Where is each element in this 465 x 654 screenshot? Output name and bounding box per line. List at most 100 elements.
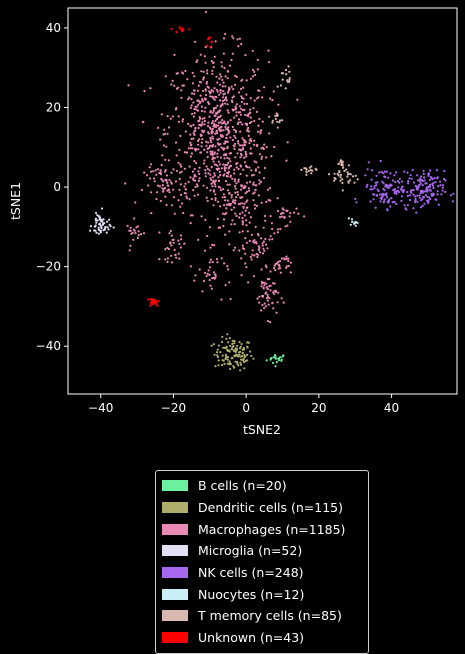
legend-label: NK cells (n=248)	[198, 565, 304, 581]
data-point-series-2	[272, 266, 276, 270]
data-point-series-4	[432, 181, 435, 184]
data-point-series-2	[247, 134, 250, 137]
data-point-series-2	[209, 150, 212, 153]
data-point-series-2	[268, 238, 271, 241]
data-point-series-6	[288, 80, 291, 83]
data-point-series-2	[213, 55, 216, 58]
data-point-series-1	[250, 354, 253, 358]
data-point-series-2	[200, 105, 203, 108]
data-point-series-2	[161, 187, 164, 190]
data-point-series-2	[209, 258, 212, 261]
data-point-series-2	[255, 110, 259, 113]
data-point-series-2	[253, 139, 256, 142]
data-point-series-2	[171, 115, 174, 118]
data-point-series-2	[196, 139, 200, 143]
data-point-series-1	[214, 365, 217, 368]
data-point-series-6	[288, 70, 291, 73]
data-point-series-2	[177, 239, 180, 242]
data-point-series-2	[197, 170, 200, 173]
data-point-series-2	[245, 224, 248, 227]
y-axis-ticks: −40 −20 0 20 40	[36, 21, 68, 353]
data-point-series-2	[242, 86, 245, 89]
data-point-series-2	[197, 148, 200, 151]
data-point-series-2	[194, 185, 197, 189]
data-point-series-2	[163, 170, 167, 173]
data-point-series-2	[249, 137, 252, 140]
data-point-series-2	[216, 200, 220, 203]
data-point-series-6	[353, 181, 356, 184]
data-point-series-2	[135, 226, 138, 229]
data-point-series-4	[418, 196, 421, 199]
data-point-series-2	[174, 141, 178, 144]
data-point-series-2	[248, 166, 251, 169]
data-point-series-2	[183, 167, 186, 170]
data-point-series-2	[189, 144, 193, 147]
data-point-series-2	[201, 121, 204, 124]
data-point-series-2	[161, 184, 164, 187]
data-point-series-7	[175, 30, 178, 34]
data-point-series-2	[165, 203, 168, 207]
data-point-series-2	[280, 215, 283, 218]
data-point-series-3	[99, 219, 102, 222]
data-point-series-2	[244, 237, 247, 240]
data-point-series-2	[234, 199, 237, 202]
data-point-series-2	[228, 281, 231, 284]
data-point-series-2	[194, 127, 197, 130]
data-point-series-2	[200, 141, 203, 144]
data-point-series-4	[405, 208, 408, 211]
data-point-series-2	[260, 147, 263, 150]
data-point-series-2	[164, 169, 167, 172]
data-point-series-2	[164, 195, 167, 198]
data-point-series-7	[181, 27, 184, 30]
data-point-series-2	[240, 154, 243, 157]
data-point-series-2	[228, 88, 231, 91]
data-point-series-2	[213, 172, 216, 175]
data-point-series-2	[193, 179, 197, 182]
data-point-series-2	[244, 252, 247, 255]
data-point-series-2	[250, 152, 253, 155]
data-point-series-2	[254, 189, 257, 192]
data-point-series-2	[244, 54, 247, 57]
data-point-series-2	[248, 142, 251, 145]
data-point-series-0	[281, 355, 284, 358]
data-point-series-2	[234, 74, 237, 77]
data-point-series-2	[219, 130, 222, 133]
data-point-series-4	[375, 174, 378, 177]
data-point-series-4	[382, 187, 385, 190]
data-point-series-4	[429, 197, 432, 201]
data-point-series-2	[211, 243, 214, 246]
data-point-series-2	[233, 246, 237, 249]
data-point-series-2	[242, 205, 245, 208]
y-tick-label: 0	[53, 180, 61, 194]
data-point-series-2	[245, 79, 248, 82]
data-point-series-4	[421, 189, 424, 192]
data-point-series-2	[258, 295, 261, 298]
data-point-series-4	[415, 185, 418, 188]
data-point-series-4	[380, 195, 383, 199]
data-point-series-5	[347, 217, 350, 220]
data-point-series-6	[276, 114, 279, 117]
data-point-series-2	[237, 178, 240, 181]
data-point-series-2	[194, 40, 197, 44]
data-point-series-2	[223, 120, 226, 123]
data-point-series-2	[200, 134, 203, 137]
data-point-series-2	[192, 101, 195, 104]
data-point-series-2	[219, 73, 222, 76]
data-point-series-1	[213, 353, 216, 356]
data-point-series-2	[221, 99, 224, 103]
data-point-series-1	[223, 362, 226, 365]
data-point-series-2	[165, 178, 168, 181]
data-point-series-2	[216, 132, 219, 135]
data-point-series-2	[287, 259, 290, 263]
data-point-series-2	[166, 132, 169, 135]
data-point-series-4	[424, 194, 427, 197]
data-point-series-4	[417, 185, 420, 188]
data-point-series-1	[216, 354, 219, 357]
data-point-series-2	[243, 144, 247, 147]
data-point-series-2	[258, 301, 261, 304]
data-point-series-4	[429, 169, 432, 172]
data-point-series-2	[208, 273, 211, 276]
data-point-series-2	[245, 93, 248, 96]
data-point-series-2	[257, 89, 260, 92]
data-point-series-2	[258, 182, 261, 185]
